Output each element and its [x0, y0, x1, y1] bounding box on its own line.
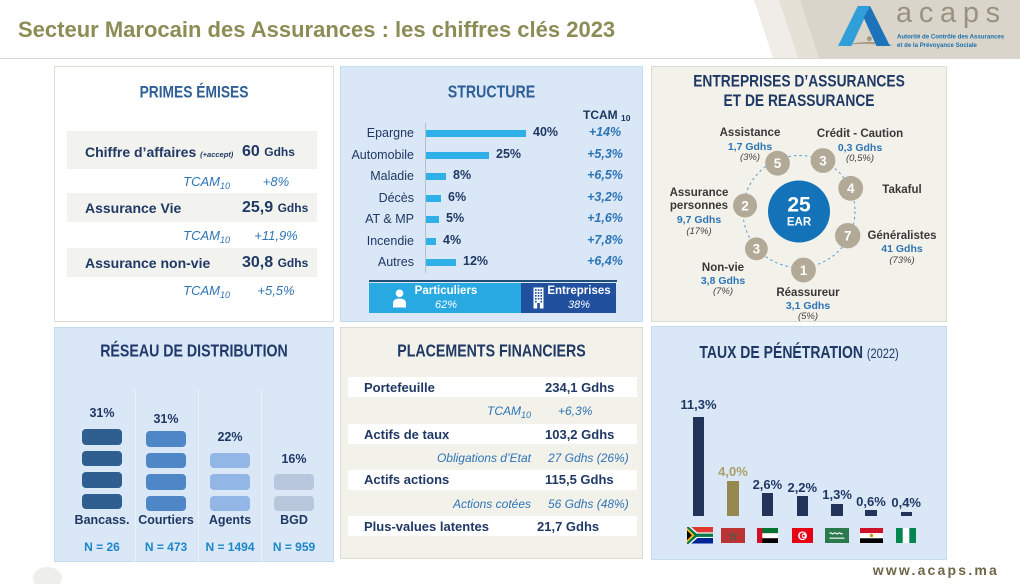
svg-text:3: 3	[753, 241, 761, 256]
svg-text:2: 2	[741, 198, 749, 213]
svg-text:25: 25	[787, 194, 811, 217]
svg-text:1: 1	[800, 263, 808, 278]
svg-text:4: 4	[847, 181, 855, 196]
svg-text:et de la Prévoyance Sociale: et de la Prévoyance Sociale	[897, 42, 978, 49]
svg-text:3: 3	[819, 153, 827, 168]
svg-text:Autorité de Contrôle des Assur: Autorité de Contrôle des Assurances	[897, 34, 1005, 41]
svg-text:5: 5	[774, 156, 782, 171]
svg-text:7: 7	[844, 229, 852, 244]
svg-text:EAR: EAR	[787, 217, 812, 229]
svg-text:acaps: acaps	[896, 0, 1007, 29]
